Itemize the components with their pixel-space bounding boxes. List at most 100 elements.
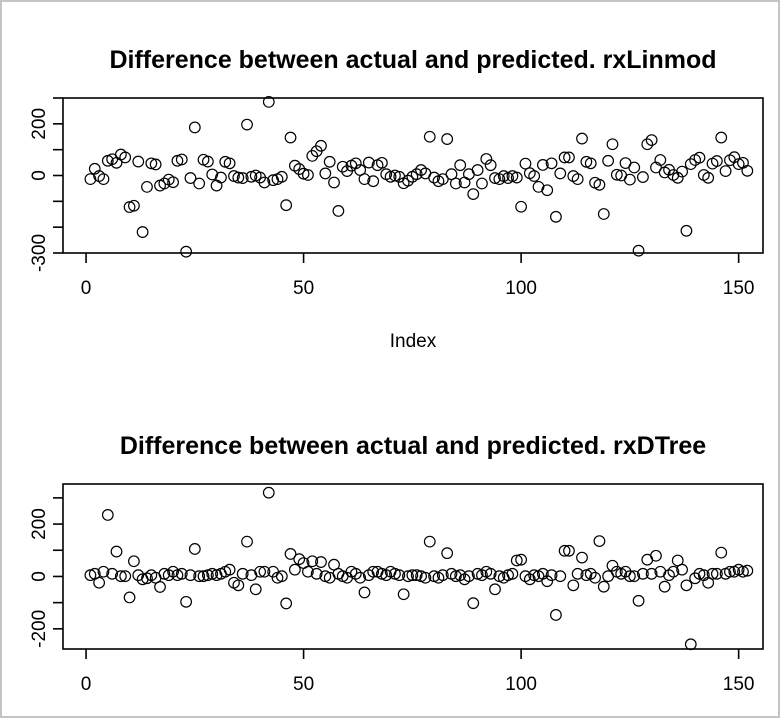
data-point (693, 567, 706, 580)
data-point (332, 204, 345, 217)
x-axis-tick-label: 100 (505, 278, 537, 299)
data-point (302, 565, 314, 578)
data-point (232, 171, 245, 184)
data-point (223, 563, 236, 576)
x-axis-tick-label: 150 (723, 278, 755, 299)
data-point (284, 548, 297, 560)
data-point (402, 570, 414, 583)
data-point (589, 571, 601, 584)
data-point (502, 569, 514, 582)
data-point (650, 549, 662, 562)
data-point (84, 569, 97, 582)
data-point (628, 161, 641, 174)
data-point (367, 565, 380, 578)
data-point (710, 155, 723, 167)
data-point (123, 591, 136, 604)
data-point (384, 170, 397, 183)
data-point (128, 555, 140, 568)
data-point (201, 155, 214, 168)
data-point (645, 134, 658, 147)
data-point (402, 174, 414, 187)
y-axis-tick-label: -200 (29, 610, 50, 648)
data-point (180, 595, 193, 608)
x-axis-tick-label: 0 (81, 278, 92, 299)
data-point (193, 177, 206, 190)
data-point (419, 571, 432, 584)
data-point (667, 565, 680, 578)
data-point (597, 208, 610, 220)
data-point (197, 570, 210, 583)
data-point (515, 553, 528, 566)
data-point (641, 138, 654, 151)
data-point (358, 586, 371, 599)
data-point (584, 567, 597, 580)
data-point (249, 583, 262, 596)
data-point (206, 567, 219, 580)
data-point (449, 177, 462, 190)
data-point (545, 569, 558, 582)
data-point (193, 570, 206, 583)
data-point (584, 157, 597, 170)
data-point (737, 565, 749, 578)
data-point (84, 173, 97, 186)
data-point (275, 570, 288, 583)
data-point (284, 131, 297, 144)
data-point (550, 609, 562, 621)
data-point (375, 156, 388, 169)
data-point (241, 535, 253, 548)
data-point (358, 173, 371, 186)
data-point (476, 177, 488, 190)
data-point (684, 158, 697, 171)
data-point (293, 553, 306, 566)
data-point (119, 151, 132, 164)
data-point (606, 559, 619, 572)
data-point (623, 173, 636, 186)
data-point (389, 567, 401, 580)
data-point (571, 173, 584, 186)
y-axis-tick-label: -300 (29, 234, 50, 272)
x-axis-tick-label: 100 (505, 674, 537, 695)
data-point (602, 154, 615, 167)
data-point (441, 547, 454, 560)
data-point (288, 563, 301, 576)
y-axis-tick-label: 0 (29, 170, 50, 181)
data-point (171, 569, 184, 582)
data-point (245, 170, 258, 183)
data-point (167, 176, 179, 189)
data-point (145, 157, 158, 170)
data-point (593, 535, 606, 547)
data-point (323, 155, 336, 168)
data-point (480, 153, 493, 165)
data-point (610, 168, 623, 181)
data-point (410, 168, 423, 181)
data-point (654, 154, 667, 166)
plot-box (62, 97, 764, 254)
data-point (510, 171, 523, 184)
data-point (149, 158, 162, 171)
data-point (519, 157, 532, 170)
data-point (676, 165, 688, 178)
plot-box (62, 483, 764, 650)
data-point (628, 570, 641, 583)
data-point (571, 567, 584, 580)
data-point (541, 575, 554, 588)
data-point (262, 95, 275, 108)
data-point (410, 569, 423, 582)
data-point (454, 569, 467, 582)
data-point (184, 172, 197, 184)
data-point (297, 167, 310, 180)
data-point (719, 165, 732, 178)
data-point (515, 200, 528, 213)
data-point (710, 567, 723, 580)
data-point (241, 118, 253, 131)
data-point (541, 184, 554, 197)
data-point (467, 597, 480, 610)
data-point (606, 138, 619, 151)
data-point (724, 565, 736, 578)
data-point (210, 179, 223, 192)
data-point (136, 226, 149, 238)
data-point (223, 157, 236, 170)
data-point (280, 597, 293, 610)
x-axis-tick-label: 50 (293, 278, 314, 299)
